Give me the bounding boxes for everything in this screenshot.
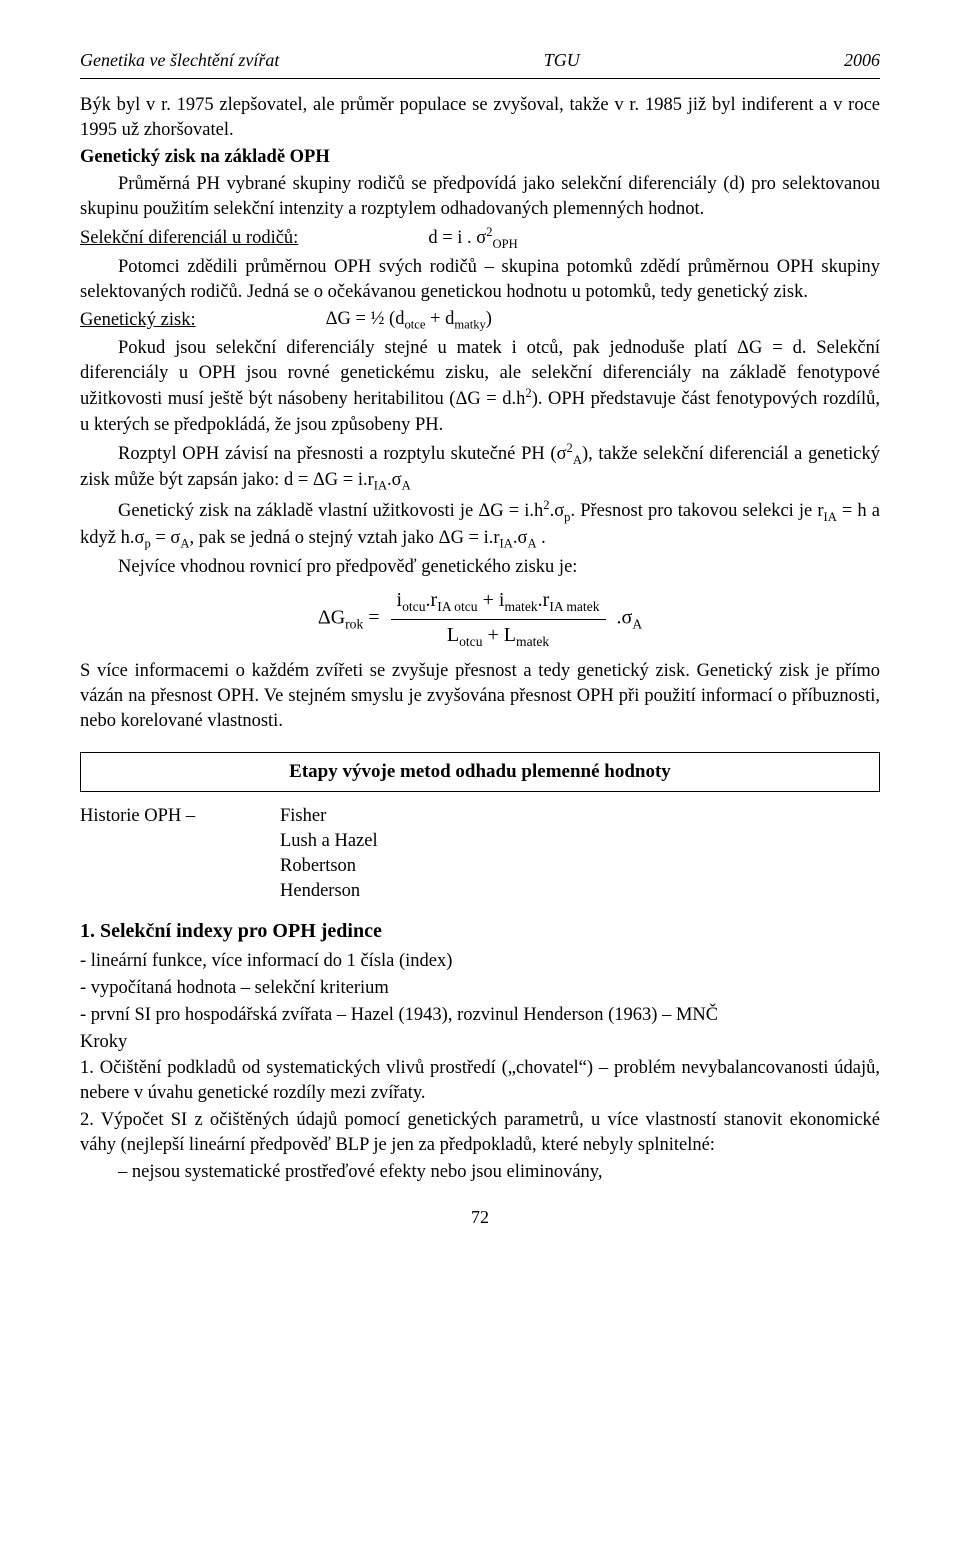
- p6-end2: .σ: [513, 528, 528, 548]
- paragraph-3: Potomci zdědili průměrnou OPH svých rodi…: [80, 255, 880, 305]
- mf-num: iotcu.rIA otcu + imatek.rIA matek: [391, 587, 606, 619]
- sel-diff-sub: OPH: [493, 237, 518, 251]
- gz-end: ): [486, 309, 492, 329]
- gz-oph-title: Genetický zisk na základě OPH: [80, 147, 330, 167]
- p5-formula: d = ΔG = i.r: [284, 470, 374, 490]
- history-label: Historie OPH –: [80, 804, 280, 829]
- paragraph-4: Pokud jsou selekční diferenciály stejné …: [80, 336, 880, 438]
- step-2: 2. Výpočet SI z očištěných údajů pomocí …: [80, 1108, 880, 1158]
- p6d: , pak se jedná o stejný vztah jako: [190, 528, 439, 548]
- page-header: Genetika ve šlechtění zvířat TGU 2006: [80, 48, 880, 72]
- p6-mid: .σ: [550, 501, 565, 521]
- gz-label: Genetický zisk:: [80, 308, 196, 333]
- p6a: Genetický zisk na základě vlastní užitko…: [118, 501, 478, 521]
- bullet-0: - lineární funkce, více informací do 1 č…: [80, 949, 880, 974]
- mf-n1s: otcu: [402, 599, 425, 614]
- p5-fsubA: A: [402, 479, 411, 493]
- paragraph-5: Rozptyl OPH závisí na přesnosti a rozpty…: [80, 440, 880, 495]
- p5a: Rozptyl OPH závisí na přesnosti a rozpty…: [118, 444, 567, 464]
- gz-f1: ΔG = ½ (d: [326, 309, 405, 329]
- paragraph-2b: Průměrná PH vybrané skupiny rodičů se př…: [80, 172, 880, 222]
- gz-mid: + d: [425, 309, 454, 329]
- bullet-2: - první SI pro hospodářská zvířata – Haz…: [80, 1003, 880, 1028]
- mf-eq: =: [363, 607, 384, 629]
- header-left: Genetika ve šlechtění zvířat: [80, 48, 279, 72]
- p6-subIA: IA: [824, 510, 837, 524]
- header-right: 2006: [844, 48, 880, 72]
- history-name-0: Fisher: [280, 804, 326, 829]
- gz-formula: ΔG = ½ (dotce + dmatky): [326, 307, 492, 334]
- sel-diff-label: Selekční diferenciál u rodičů:: [80, 226, 298, 251]
- history-name-3: Henderson: [280, 879, 360, 904]
- history-name-1: Lush a Hazel: [280, 829, 378, 854]
- history-block: Historie OPH – Fisher Lush a Hazel Rober…: [80, 804, 880, 904]
- p6b: . Přesnost pro takovou selekci je r: [570, 501, 823, 521]
- mf-fraction: iotcu.rIA otcu + imatek.rIA matek Lotcu …: [391, 587, 606, 651]
- paragraph-7: Nejvíce vhodnou rovnicí pro předpověď ge…: [80, 555, 880, 580]
- p6-f2: ΔG = i.r: [439, 528, 500, 548]
- mf-d2: + L: [483, 624, 517, 646]
- mf-d2s: matek: [516, 634, 549, 649]
- sel-diff-prefix: d = i . σ: [428, 228, 486, 248]
- header-rule: [80, 78, 880, 79]
- paragraph-2: Genetický zisk na základě OPH: [80, 145, 880, 170]
- p6-IA2: IA: [500, 537, 513, 551]
- p6-A: A: [180, 537, 189, 551]
- mf-d1: L: [447, 624, 459, 646]
- paragraph-8: S více informacemi o každém zvířeti se z…: [80, 659, 880, 734]
- paragraph-6: Genetický zisk na základě vlastní užitko…: [80, 497, 880, 552]
- header-center: TGU: [544, 48, 580, 72]
- p5-fend: .σ: [387, 470, 402, 490]
- mf-n2: .r: [426, 589, 438, 611]
- step-1: 1. Očištění podkladů od systematických v…: [80, 1056, 880, 1106]
- p6-f1: ΔG = i.h: [478, 501, 543, 521]
- sel-diff-line: Selekční diferenciál u rodičů: d = i . σ…: [80, 224, 880, 253]
- section-etapy-title: Etapy vývoje metod odhadu plemenné hodno…: [80, 752, 880, 792]
- mf-n3: + i: [478, 589, 505, 611]
- bullet-1: - vypočítaná hodnota – selekční kriteriu…: [80, 976, 880, 1001]
- gz-sub2: matky: [454, 318, 485, 332]
- p6-dot: .: [537, 528, 546, 548]
- p6-eq: = σ: [151, 528, 181, 548]
- page-number: 72: [80, 1205, 880, 1229]
- mf-d1s: otcu: [459, 634, 482, 649]
- gz-sub1: otce: [404, 318, 425, 332]
- kroky-label: Kroky: [80, 1030, 880, 1055]
- mf-n4s: IA matek: [549, 599, 599, 614]
- history-name-2: Robertson: [280, 854, 356, 879]
- mf-left: ΔG: [318, 607, 345, 629]
- mf-tail: .σ: [617, 607, 633, 629]
- page-container: Genetika ve šlechtění zvířat TGU 2006 Bý…: [0, 0, 960, 1270]
- sel-diff-formula: d = i . σ2OPH: [428, 224, 517, 253]
- main-formula: ΔGrok = iotcu.rIA otcu + imatek.rIA mate…: [80, 587, 880, 651]
- mf-n4: .r: [538, 589, 550, 611]
- step-2-sub: – nejsou systematické prostřeďové efekty…: [80, 1160, 880, 1185]
- p6h: h.σ: [121, 528, 145, 548]
- mf-tailsub: A: [632, 617, 642, 632]
- section-1-title: 1. Selekční indexy pro OPH jedince: [80, 918, 880, 945]
- paragraph-1: Býk byl v r. 1975 zlepšovatel, ale průmě…: [80, 93, 880, 143]
- mf-n3s: matek: [504, 599, 537, 614]
- mf-leftsub: rok: [345, 617, 363, 632]
- p5-fsub: IA: [374, 479, 387, 493]
- mf-den: Lotcu + Lmatek: [391, 620, 606, 651]
- mf-n2s: IA otcu: [437, 599, 477, 614]
- p5-sub: A: [573, 452, 582, 466]
- gz-line: Genetický zisk: ΔG = ½ (dotce + dmatky): [80, 307, 880, 334]
- p6-A2: A: [527, 537, 536, 551]
